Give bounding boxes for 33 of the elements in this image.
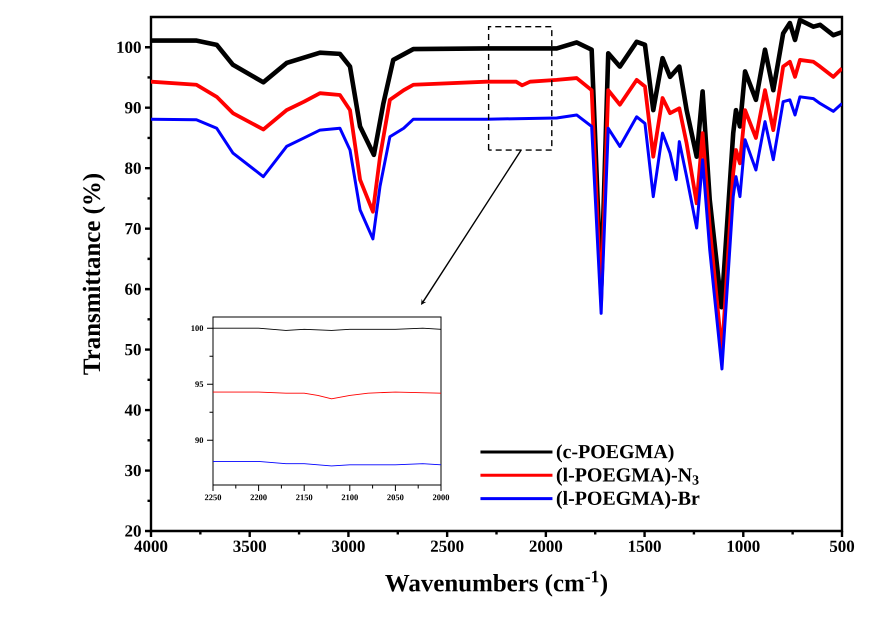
legend-label: (l-POEGMA)-Br	[556, 490, 700, 509]
x-axis-title: Wavenumbers (cm$^{-1}$)	[385, 570, 608, 597]
x-tick-label: 2000	[530, 540, 562, 552]
y-tick-label: 90	[195, 437, 204, 444]
x-tick-label: 1000	[728, 540, 760, 552]
line-series	[150, 95, 842, 370]
x-tick-label: 2150	[296, 494, 312, 500]
y-tick-label: 100	[117, 42, 141, 53]
y-tick-label: 60	[125, 283, 141, 295]
y-tick-label: 20	[125, 525, 141, 537]
x-tick-label: 1500	[628, 540, 661, 552]
x-tick-label: 500	[830, 540, 854, 552]
x-tick-label: 2500	[430, 540, 464, 552]
y-tick-label: 50	[125, 344, 141, 356]
y-tick-label: 95	[195, 381, 204, 388]
x-tick-label: 2050	[387, 494, 404, 500]
y-tick-label: 90	[125, 102, 141, 114]
y-tick-label: 100	[191, 325, 204, 332]
line-series	[213, 392, 441, 400]
x-tick-label: 2200	[250, 494, 267, 500]
y-tick-label: 70	[126, 222, 141, 234]
x-tick-label: 2100	[342, 494, 358, 500]
y-tick-label: 40	[124, 404, 141, 416]
x-tick-label: 2250	[204, 494, 222, 500]
legend-label: (l-POEGMA)-N$_{3}$	[556, 468, 699, 486]
y-tick-label: 30	[125, 464, 141, 476]
y-axis-title: Transmittance (%)	[82, 174, 106, 375]
x-tick-label: 3500	[233, 540, 266, 552]
x-tick-label: 2000	[432, 494, 450, 500]
legend-label: (c-POEGMA)	[556, 444, 674, 462]
y-tick-label: 80	[125, 162, 141, 174]
x-tick-label: 4000	[134, 540, 168, 552]
x-tick-label: 3000	[332, 540, 365, 552]
